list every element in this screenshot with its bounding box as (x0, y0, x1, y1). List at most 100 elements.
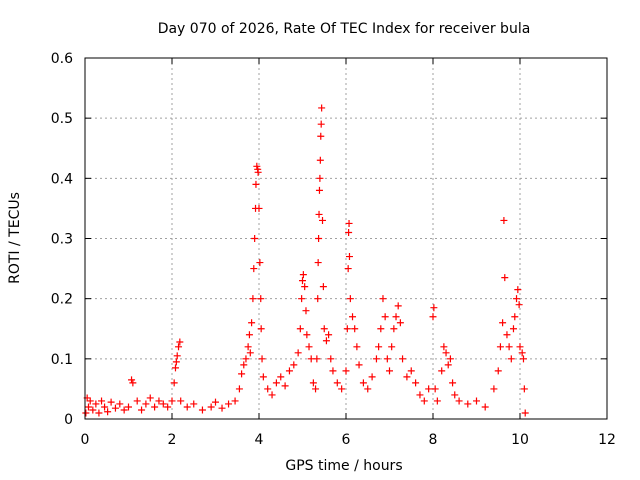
data-point (433, 397, 441, 405)
data-point (353, 343, 361, 351)
data-point (231, 397, 239, 405)
data-point (298, 295, 306, 303)
data-point (142, 400, 150, 408)
data-point (345, 228, 353, 236)
data-point (503, 331, 511, 339)
data-point (250, 265, 258, 273)
data-point (322, 337, 330, 345)
x-tick-label: 0 (81, 432, 90, 448)
data-point (86, 397, 94, 405)
data-point (235, 385, 243, 393)
y-tick-label: 0.1 (51, 352, 73, 368)
data-point (438, 367, 446, 375)
data-point (176, 338, 184, 346)
data-point (451, 391, 459, 399)
data-point (146, 394, 154, 402)
data-point (84, 403, 92, 411)
data-point (244, 343, 252, 351)
data-point (386, 367, 393, 375)
data-point (299, 271, 307, 279)
data-point (316, 174, 324, 182)
data-point (431, 385, 439, 393)
data-point (302, 307, 310, 315)
data-point (251, 235, 259, 242)
data-points (82, 104, 529, 417)
axis-tick-labels: 0 2 4 6 8 10 12 0 0.1 0.2 0.3 0.4 0.5 0.6 (51, 51, 616, 448)
data-point (92, 400, 100, 408)
x-tick-label: 4 (255, 432, 264, 448)
x-axis-label: GPS time / hours (285, 458, 402, 474)
data-point (207, 403, 215, 411)
data-point (317, 132, 325, 140)
data-point (240, 361, 248, 369)
data-point (264, 385, 272, 393)
data-point (317, 120, 325, 128)
data-point (257, 295, 265, 303)
grid (85, 58, 607, 419)
data-point (442, 349, 450, 357)
x-tick-label: 6 (342, 432, 351, 448)
data-point (383, 355, 391, 363)
data-point (171, 364, 179, 372)
data-point (521, 409, 529, 417)
data-point (268, 391, 276, 399)
data-point (313, 355, 321, 363)
data-point (170, 379, 178, 387)
data-point (377, 325, 385, 333)
data-point (379, 295, 387, 303)
data-point (464, 400, 472, 408)
data-point (303, 331, 311, 339)
data-point (368, 373, 376, 381)
data-point (318, 104, 326, 112)
data-point (446, 355, 454, 363)
chart-title: Day 070 of 2026, Rate Of TEC Index for r… (158, 21, 531, 37)
data-point (333, 379, 341, 387)
data-point (281, 382, 289, 390)
data-point (501, 274, 509, 282)
data-point (257, 325, 265, 333)
data-point (412, 379, 420, 387)
data-point (407, 367, 415, 375)
y-tick-label: 0.3 (51, 232, 73, 248)
data-point (116, 400, 124, 408)
data-point (314, 259, 322, 267)
y-tick-label: 0 (64, 412, 73, 428)
data-point (499, 319, 507, 327)
data-point (515, 301, 523, 309)
data-point (89, 406, 97, 414)
data-point (349, 313, 357, 321)
data-point (381, 313, 389, 321)
data-point (272, 379, 280, 387)
data-point (256, 259, 264, 267)
data-point (252, 180, 260, 188)
data-point (359, 379, 367, 387)
data-point (513, 295, 521, 303)
data-point (345, 253, 353, 261)
data-point (248, 319, 256, 327)
data-point (338, 385, 346, 393)
data-point (172, 358, 180, 366)
data-point (245, 331, 253, 339)
data-point (198, 406, 206, 414)
data-point (309, 379, 317, 387)
data-point (301, 283, 309, 291)
data-point (138, 406, 146, 414)
data-point (177, 397, 185, 405)
data-point (294, 349, 302, 357)
data-point (449, 379, 457, 387)
data-point (259, 373, 267, 381)
data-point (355, 361, 363, 369)
data-point (343, 325, 351, 333)
data-point (344, 265, 352, 273)
data-point (403, 373, 411, 381)
data-point (420, 397, 428, 405)
data-point (175, 343, 183, 351)
data-point (455, 397, 463, 405)
data-point (345, 219, 353, 227)
data-point (351, 325, 359, 333)
y-tick-label: 0.2 (51, 292, 73, 308)
x-tick-label: 2 (168, 432, 177, 448)
data-point (316, 156, 324, 164)
data-point (104, 408, 112, 416)
data-point (444, 361, 452, 369)
